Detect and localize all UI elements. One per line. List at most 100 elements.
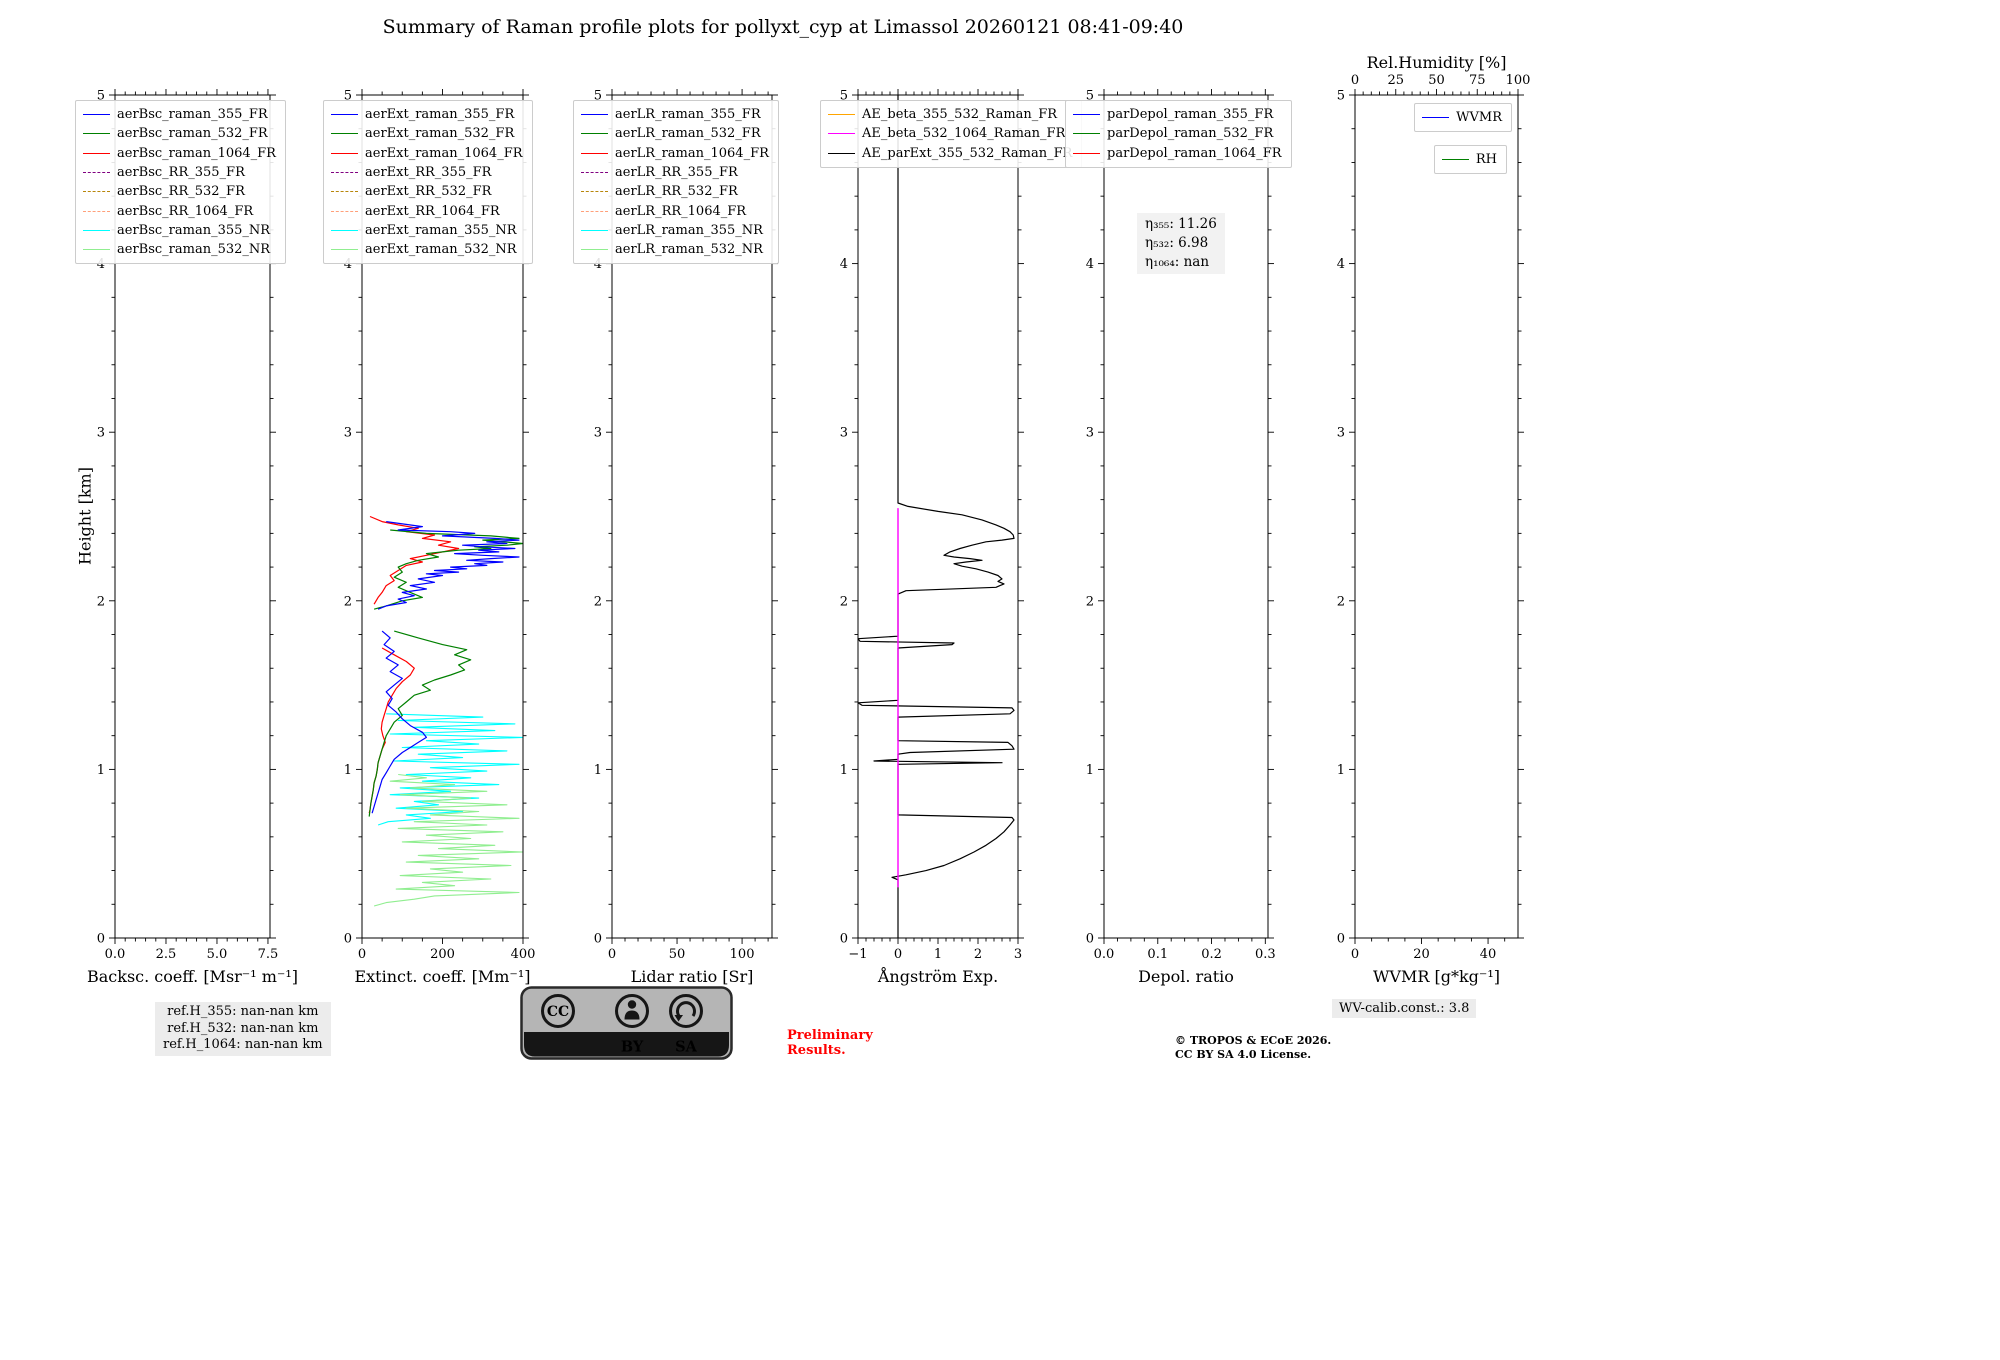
svg-text:1: 1 (1337, 763, 1345, 778)
legend-line-sample (828, 114, 855, 116)
legend-line-sample (828, 152, 855, 154)
share-alike-arrowhead (674, 1015, 683, 1022)
figure-title: Summary of Raman profile plots for polly… (382, 16, 1184, 38)
legend: aerLR_raman_355_FR aerLR_raman_532_FR aerL… (573, 100, 779, 265)
cc-icon-text: CC (547, 1004, 569, 1020)
legend-line-sample (581, 210, 608, 212)
legend-line-sample (83, 152, 110, 154)
svg-text:Backsc. coeff. [Msr⁻¹ m⁻¹]: Backsc. coeff. [Msr⁻¹ m⁻¹] (87, 967, 298, 986)
svg-text:5: 5 (594, 89, 602, 104)
legend-entry: parDepol_raman_1064_FR (1073, 144, 1282, 163)
legend-label: aerLR_raman_355_NR (615, 222, 763, 238)
legend-line-sample (83, 172, 110, 174)
legend-label: aerLR_raman_1064_FR (615, 145, 769, 161)
svg-text:5: 5 (840, 89, 848, 104)
legend-line-sample (1073, 133, 1100, 135)
legend-entry: aerBsc_raman_1064_FR (83, 144, 276, 163)
svg-text:2: 2 (344, 594, 352, 609)
axes-frame (857, 94, 1019, 939)
legend-label: AE_parExt_355_532_Raman_FR (862, 145, 1073, 161)
svg-text:4: 4 (1337, 257, 1345, 272)
person-icon-body (624, 1010, 640, 1020)
svg-text:1: 1 (934, 947, 942, 962)
legend-line-sample (581, 229, 608, 231)
axes-frame (114, 94, 271, 939)
legend-line-sample (331, 133, 358, 135)
svg-text:5: 5 (1337, 89, 1345, 104)
legend-entry: parDepol_raman_532_FR (1073, 124, 1282, 143)
legend-label: aerExt_raman_532_NR (365, 242, 517, 258)
svg-text:4: 4 (344, 257, 352, 272)
legend-line-sample (581, 191, 608, 193)
svg-text:200: 200 (430, 947, 455, 962)
x-axis-label: Ångström Exp. (877, 966, 998, 986)
legend-label: aerExt_RR_355_FR (365, 165, 492, 181)
badge-by-text: BY (621, 1039, 644, 1056)
svg-text:0: 0 (594, 932, 602, 947)
svg-text:100: 100 (730, 947, 755, 962)
axis-tick-labels: 0 1 2 3 4 5 0 200 400 (344, 89, 536, 963)
legend-label: aerLR_RR_355_FR (615, 165, 738, 181)
svg-text:20: 20 (1413, 947, 1430, 962)
legend-label: RH (1475, 152, 1497, 168)
legend: parDepol_raman_355_FR parDepol_raman_532_… (1065, 100, 1292, 168)
svg-text:3: 3 (1014, 947, 1022, 962)
legend-label: aerLR_raman_532_NR (615, 242, 763, 258)
eta-annotation: η₃₅₅: 11.26 η₅₃₂: 6.98 η₁₀₆₄: nan (1137, 213, 1225, 274)
legend-label: aerLR_raman_355_FR (615, 107, 761, 123)
legend-line-sample (581, 133, 608, 135)
legend: RH (1433, 145, 1507, 175)
legend-line-sample (1441, 159, 1469, 161)
legend-label: aerLR_raman_532_FR (615, 126, 761, 142)
preliminary-line-1: Preliminary (787, 1028, 873, 1043)
series-AE_parExt_355_532_Raman_FR (858, 95, 1015, 938)
svg-text:Extinct. coeff. [Mm⁻¹]: Extinct. coeff. [Mm⁻¹] (354, 967, 530, 986)
legend-entry: RH (1441, 150, 1497, 169)
legend-line-sample (581, 172, 608, 174)
svg-text:400: 400 (511, 947, 536, 962)
copyright-line-2: CC BY SA 4.0 License. (1175, 1047, 1312, 1061)
person-icon-head (627, 1000, 637, 1009)
svg-text:5: 5 (97, 89, 105, 104)
legend-entry: aerLR_raman_355_NR (581, 221, 769, 240)
svg-text:2: 2 (1337, 594, 1345, 609)
legend-entry: aerBsc_RR_355_FR (83, 163, 276, 182)
legend-label: aerBsc_RR_532_FR (117, 184, 245, 200)
legend-label: aerBsc_raman_355_FR (117, 107, 268, 123)
svg-text:0: 0 (608, 947, 616, 962)
legend-entry: aerBsc_raman_355_FR (83, 105, 276, 124)
series-aerExt_raman_355_FR (377, 521, 520, 610)
svg-text:5: 5 (344, 89, 352, 104)
legend: aerExt_raman_355_FR aerExt_raman_532_FR ae… (323, 100, 533, 265)
svg-text:0.0: 0.0 (1094, 947, 1115, 962)
legend-entry: aerLR_raman_1064_FR (581, 144, 769, 163)
legend-entry: aerLR_raman_355_FR (581, 105, 769, 124)
svg-text:0: 0 (344, 932, 352, 947)
legend-entry: aerExt_raman_532_NR (331, 240, 523, 259)
legend-entry: aerLR_RR_1064_FR (581, 201, 769, 220)
panel-angstrom: 0 1 2 3 4 5 −1 0 1 2 3 Ångström Exp. AE_beta_355_53… (813, 50, 1083, 990)
legend-line-sample (331, 114, 358, 116)
svg-text:0: 0 (1086, 932, 1094, 947)
svg-text:7.5: 7.5 (258, 947, 279, 962)
panel-wvmr: 0 1 2 3 4 5 0 20 40 0 25 50 75 100 WVMR [g*kg⁻¹] Rel.Hu… (1310, 50, 1553, 990)
cc-icon (541, 994, 575, 1028)
svg-text:5: 5 (1086, 89, 1094, 104)
legend-label: AE_beta_532_1064_Raman_FR (862, 126, 1066, 142)
legend-label: aerLR_RR_1064_FR (615, 203, 747, 219)
svg-text:0: 0 (1337, 932, 1345, 947)
legend-entry: parDepol_raman_355_FR (1073, 105, 1282, 124)
depol-ratio-plot: 0 1 2 3 4 5 0.0 0.1 0.2 0.3 Depol. ratio (1086, 89, 1276, 987)
share-alike-arrow (676, 1001, 696, 1017)
svg-text:1: 1 (1086, 763, 1094, 778)
svg-text:2: 2 (97, 594, 105, 609)
svg-text:1: 1 (594, 763, 602, 778)
preliminary-results-note: Preliminary Results. (787, 1028, 873, 1058)
svg-text:40: 40 (1480, 947, 1497, 962)
legend-entry: aerBsc_RR_1064_FR (83, 201, 276, 220)
extinction-plot: 0 1 2 3 4 5 0 200 400 Extinct. coeff. [Mm⁻¹] (344, 89, 536, 987)
